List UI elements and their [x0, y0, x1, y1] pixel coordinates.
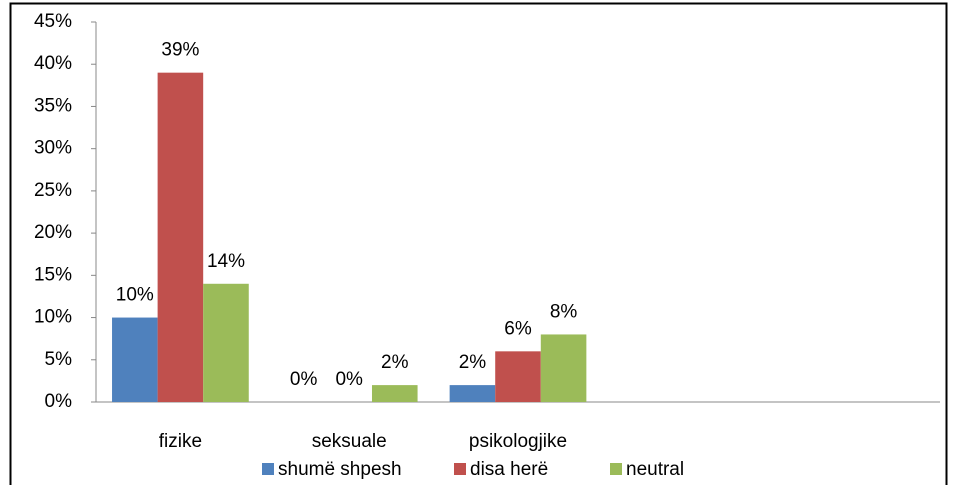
data-label: 2%: [381, 352, 409, 373]
legend-swatch: [454, 463, 466, 475]
y-tick-label: 10%: [34, 307, 72, 328]
bar: [112, 317, 158, 402]
data-label: 39%: [161, 40, 199, 61]
y-tick-label: 45%: [34, 11, 72, 32]
y-tick-label: 40%: [34, 53, 72, 74]
bar: [540, 334, 587, 402]
y-tick-label: 15%: [34, 264, 72, 285]
x-tick-label: psikologjike: [469, 431, 567, 452]
bar: [203, 283, 249, 402]
data-label: 6%: [504, 318, 532, 339]
data-label: 0%: [290, 369, 318, 390]
y-tick-label: 5%: [45, 349, 73, 370]
x-tick-label: fizike: [159, 431, 202, 452]
data-label: 2%: [459, 352, 487, 373]
bar: [371, 385, 418, 402]
legend-swatch: [262, 463, 274, 475]
data-label: 0%: [335, 369, 363, 390]
bar: [449, 385, 496, 402]
bar: [157, 72, 204, 403]
x-tick-label: seksuale: [312, 431, 387, 452]
y-tick-label: 20%: [34, 222, 72, 243]
legend-label: disa herë: [470, 459, 548, 480]
chart-frame: [9, 2, 948, 490]
y-tick-label: 35%: [34, 95, 72, 116]
bar: [495, 351, 541, 402]
data-label: 14%: [207, 251, 245, 272]
legend-swatch: [610, 463, 622, 475]
data-label: 8%: [550, 301, 578, 322]
y-tick-label: 30%: [34, 138, 72, 159]
legend-label: shumë shpesh: [278, 459, 402, 480]
y-tick-label: 0%: [45, 391, 73, 412]
legend-label: neutral: [626, 459, 684, 480]
y-tick-label: 25%: [34, 180, 72, 201]
data-label: 10%: [116, 285, 154, 306]
